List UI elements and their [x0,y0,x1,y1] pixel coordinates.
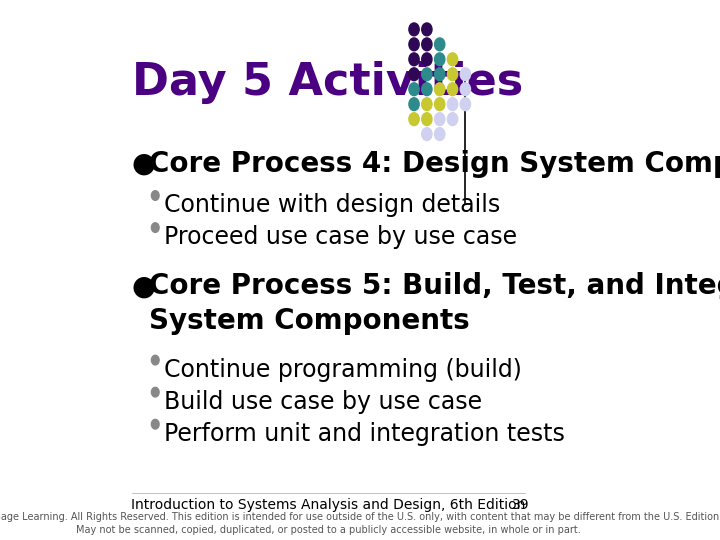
Circle shape [409,83,419,96]
Circle shape [151,355,159,365]
Circle shape [460,98,470,111]
Circle shape [460,68,470,80]
Circle shape [447,113,458,126]
Circle shape [409,38,419,51]
Circle shape [447,53,458,66]
Circle shape [435,113,445,126]
Circle shape [151,420,159,429]
Circle shape [409,53,419,66]
Circle shape [435,68,445,80]
Circle shape [435,53,445,66]
Circle shape [422,68,432,80]
Circle shape [151,387,159,397]
Text: © 2012 Cengage Learning. All Rights Reserved. This edition is intended for use o: © 2012 Cengage Learning. All Rights Rese… [0,512,720,535]
Circle shape [435,83,445,96]
Text: Perform unit and integration tests: Perform unit and integration tests [164,422,564,446]
Circle shape [435,127,445,140]
Text: Core Process 5: Build, Test, and Integrate
System Components: Core Process 5: Build, Test, and Integra… [149,273,720,335]
Text: Introduction to Systems Analysis and Design, 6th Edition: Introduction to Systems Analysis and Des… [131,498,526,512]
Circle shape [447,68,458,80]
Circle shape [422,38,432,51]
Circle shape [422,53,432,66]
Circle shape [151,223,159,232]
Text: Day 5 Activities: Day 5 Activities [132,62,523,104]
Text: Continue programming (build): Continue programming (build) [164,358,522,382]
Circle shape [409,23,419,36]
Circle shape [151,191,159,200]
Circle shape [435,98,445,111]
Circle shape [447,83,458,96]
Circle shape [409,98,419,111]
Circle shape [460,83,470,96]
Text: Proceed use case by use case: Proceed use case by use case [164,226,517,249]
Text: Core Process 4: Design System Components: Core Process 4: Design System Components [149,150,720,178]
Text: Build use case by use case: Build use case by use case [164,390,482,414]
Circle shape [422,98,432,111]
Circle shape [447,98,458,111]
Text: Continue with design details: Continue with design details [164,193,500,218]
Circle shape [422,127,432,140]
Circle shape [435,38,445,51]
Circle shape [409,68,419,80]
Circle shape [409,113,419,126]
Text: ●: ● [132,273,156,300]
Circle shape [422,113,432,126]
Circle shape [422,23,432,36]
Circle shape [422,83,432,96]
Text: ●: ● [132,150,156,178]
Text: 39: 39 [512,498,529,512]
